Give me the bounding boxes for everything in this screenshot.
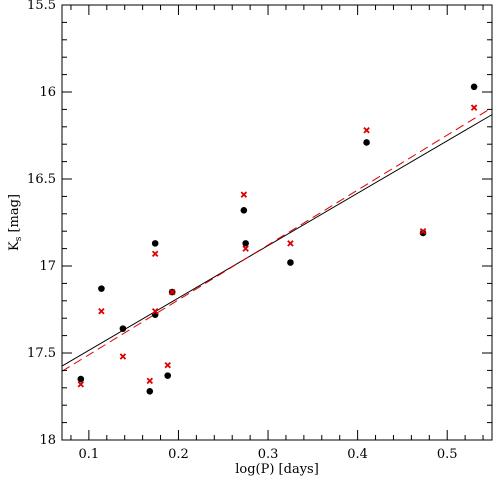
data-point-cross (168, 288, 176, 296)
data-point-circle (240, 207, 248, 214)
fit-lines (61, 107, 493, 372)
data-point-cross (470, 104, 478, 111)
data-point-circle (164, 372, 172, 379)
cross-stroke (470, 104, 478, 111)
data-point-cross (151, 250, 159, 258)
data-point-cross (240, 191, 248, 198)
data-point-cross (146, 377, 154, 385)
y-axis-label-unit: [mag] (7, 194, 22, 237)
data-point-cross (77, 381, 85, 388)
cross-stroke (287, 240, 294, 247)
y-tick-label: 15.5 (27, 0, 56, 13)
data-points (77, 83, 478, 395)
data-point-cross (287, 240, 294, 247)
cross-stroke (151, 308, 159, 315)
data-point-circle (119, 325, 127, 332)
cross-stroke (240, 191, 248, 198)
x-tick-label: 0.3 (258, 447, 279, 462)
data-point-cross (98, 308, 105, 315)
data-point-circle (470, 83, 478, 91)
data-point-cross (242, 245, 249, 252)
data-point-circle (98, 285, 105, 292)
x-axis-label: log(P) [days] (235, 462, 319, 477)
cross-stroke (119, 353, 127, 360)
x-tick-label: 0.1 (79, 447, 100, 462)
cross-stroke (168, 288, 176, 296)
y-axis-label-sub: s (14, 236, 24, 241)
data-point-cross (151, 308, 159, 315)
tick-labels: 0.1 0.2 0.3 0.4 0.5 15.5 16 16.5 17 17.5 18 (27, 0, 458, 462)
data-point-circle (242, 240, 249, 247)
x-tick-label: 0.2 (168, 447, 189, 462)
cross-stroke (419, 227, 427, 235)
fit-line-solid (61, 114, 493, 367)
y-tick-label: 16.5 (27, 172, 56, 187)
data-point-circle (151, 240, 159, 247)
y-tick-label: 17 (39, 259, 56, 274)
data-point-cross (363, 127, 370, 134)
cross-stroke (98, 308, 105, 315)
cross-stroke (164, 361, 171, 369)
y-axis-label: Ks [mag] (7, 194, 24, 251)
data-point-circle (363, 139, 370, 146)
cross-stroke (77, 381, 85, 388)
data-point-circle (146, 387, 154, 395)
cross-stroke (242, 245, 249, 252)
x-tick-label: 0.4 (347, 447, 368, 462)
y-tick-label: 18 (39, 433, 56, 448)
data-point-circle (287, 259, 294, 266)
cross-stroke (146, 377, 154, 385)
y-tick-label: 17.5 (27, 346, 56, 361)
x-tick-label: 0.5 (437, 447, 458, 462)
plot-frame (61, 4, 493, 441)
cross-stroke (151, 250, 159, 258)
data-point-cross (119, 353, 127, 360)
data-point-cross (419, 227, 427, 235)
data-point-circle (77, 375, 85, 383)
y-axis-label-main: K (7, 241, 22, 251)
axis-ticks (62, 4, 492, 441)
data-point-cross (164, 361, 171, 369)
cross-stroke (363, 127, 370, 134)
data-point-circle (419, 229, 427, 237)
fit-line-dashed (61, 107, 493, 372)
y-tick-label: 16 (39, 85, 56, 100)
